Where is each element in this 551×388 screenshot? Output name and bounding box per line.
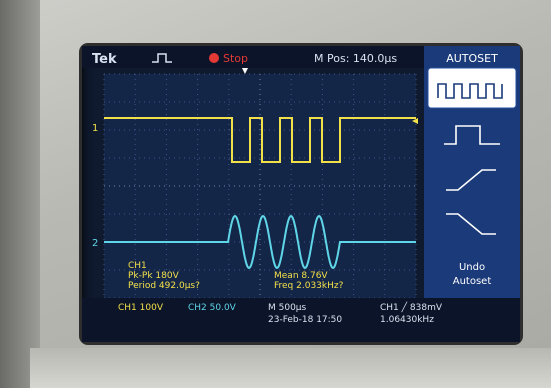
meas-channel: CH1 xyxy=(128,261,147,271)
ch1-volts-per-div: CH1 100V xyxy=(118,303,164,313)
undo-autoset-button[interactable]: Undo Autoset xyxy=(428,252,516,294)
autoset-multi-cycle-button[interactable] xyxy=(427,67,517,109)
trigger-level-arrow-icon xyxy=(412,118,418,124)
autoset-falling-edge-button[interactable] xyxy=(428,206,516,246)
ch1-ground-marker: 1 xyxy=(92,123,98,134)
bezel-left-edge xyxy=(0,0,40,388)
ch2-ground-marker: 2 xyxy=(92,238,98,249)
side-menu-title: AUTOSET xyxy=(446,52,498,65)
trigger-setting: CH1 ╱ 838mV xyxy=(380,301,443,313)
ch2-trace xyxy=(104,215,416,269)
date-time: 23-Feb-18 17:50 xyxy=(268,315,342,325)
horizontal-position: M Pos: 140.0µs xyxy=(314,52,397,65)
undo-label-line2: Autoset xyxy=(453,276,492,287)
meas-mean: Mean 8.76V xyxy=(274,271,328,281)
single-cycle-icon xyxy=(444,125,500,145)
meas-pkpk: Pk-Pk 180V xyxy=(128,271,180,281)
top-bar xyxy=(82,46,520,68)
trigger-position-arrow-icon xyxy=(242,68,248,74)
brand-label: Tek xyxy=(92,52,117,67)
status-bar xyxy=(82,298,520,342)
autoset-rising-edge-button[interactable] xyxy=(428,160,516,200)
timebase-setting: M 500µs xyxy=(268,303,307,313)
meas-period: Period 492.0µs? xyxy=(128,281,200,291)
rising-edge-icon xyxy=(446,169,496,191)
scope-screen: Tek Stop M Pos: 140.0µs 1 2 CH1 Pk-Pk 18… xyxy=(82,46,520,342)
bezel-bottom-edge xyxy=(30,348,551,388)
scope-display: Tek Stop M Pos: 140.0µs 1 2 CH1 Pk-Pk 18… xyxy=(82,46,520,342)
stop-indicator-icon xyxy=(209,53,219,63)
trigger-frequency: 1.06430kHz xyxy=(380,315,434,325)
trigger-type-icon xyxy=(152,53,172,63)
acquisition-state: Stop xyxy=(223,52,248,65)
multi-cycle-icon xyxy=(437,83,503,99)
undo-label-line1: Undo xyxy=(459,262,485,273)
autoset-single-cycle-button[interactable] xyxy=(428,114,516,154)
ch1-trace xyxy=(104,117,416,163)
meas-freq: Freq 2.033kHz? xyxy=(274,281,344,291)
falling-edge-icon xyxy=(446,213,496,235)
ch2-volts-per-div: CH2 50.0V xyxy=(188,303,237,313)
